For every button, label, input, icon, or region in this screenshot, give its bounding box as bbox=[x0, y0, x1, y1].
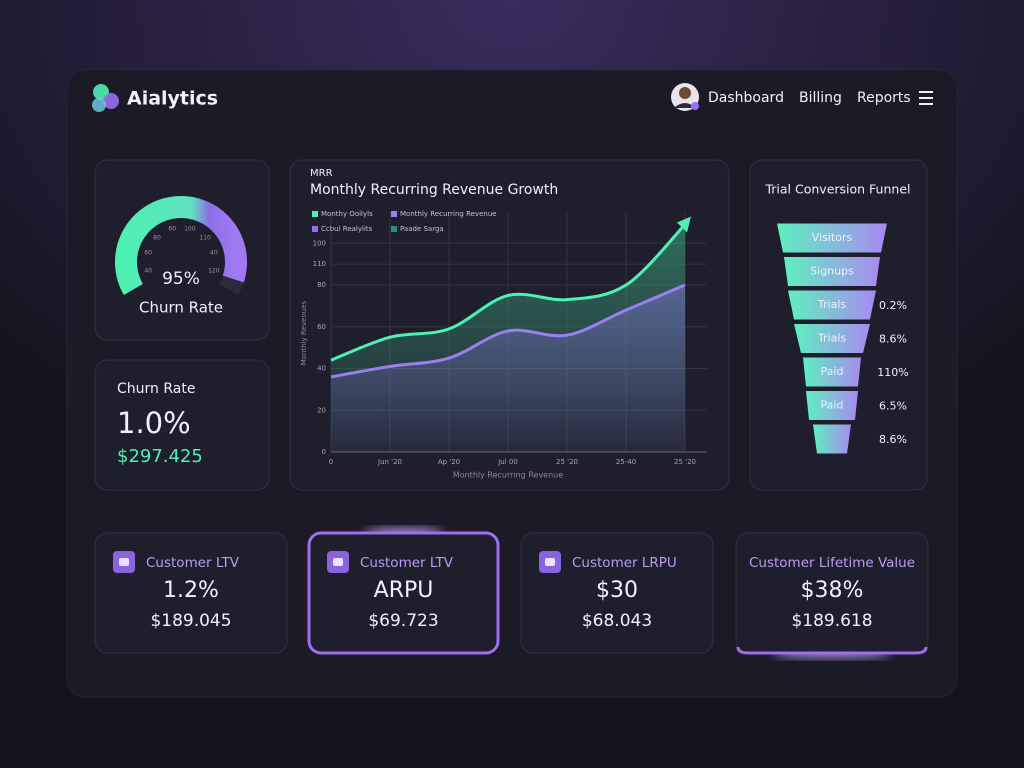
card-sub: $189.618 bbox=[791, 611, 872, 631]
funnel-stage bbox=[788, 290, 876, 320]
y-tick-label: 60 bbox=[317, 323, 326, 331]
card-value: ARPU bbox=[374, 578, 434, 603]
funnel-label: Signups bbox=[810, 265, 854, 278]
legend-label: Monthy Ooilyls bbox=[321, 210, 373, 218]
avatar-body bbox=[674, 103, 696, 108]
arrow-head bbox=[677, 216, 691, 233]
card-sub: $189.045 bbox=[150, 611, 231, 631]
funnel-label: Trials bbox=[817, 298, 846, 311]
funnel-pct: 8.6% bbox=[879, 433, 907, 446]
funnel-label: Trials bbox=[817, 332, 846, 345]
x-tick-label: 0 bbox=[329, 458, 333, 466]
churn-title: Churn Rate bbox=[117, 381, 195, 397]
nav-item[interactable]: Dashboard bbox=[708, 90, 784, 106]
legend-swatch bbox=[312, 211, 318, 217]
x-tick-label: Jun '20 bbox=[377, 458, 402, 466]
legend-swatch bbox=[312, 226, 318, 232]
funnel-pct: 6.5% bbox=[879, 400, 907, 413]
funnel-pct: 110% bbox=[877, 366, 908, 379]
card-value: $38% bbox=[801, 578, 864, 603]
y-tick-label: 0 bbox=[322, 448, 326, 456]
card bbox=[94, 532, 288, 654]
card-value: $30 bbox=[596, 578, 638, 603]
card-icon-glyph bbox=[333, 558, 343, 566]
logo bbox=[92, 84, 119, 112]
chart-title: Monthly Recurring Revenue Growth bbox=[310, 182, 558, 198]
funnel-stage bbox=[794, 324, 870, 353]
nav-item[interactable]: Billing bbox=[799, 90, 842, 106]
y-tick-label: 40 bbox=[317, 365, 326, 373]
funnel-label: Visitors bbox=[812, 231, 853, 244]
y-tick-label: 80 bbox=[317, 281, 326, 289]
funnel-stage bbox=[813, 424, 851, 454]
gauge-value: 95% bbox=[162, 269, 200, 289]
avatar-badge bbox=[691, 102, 699, 110]
nav-item[interactable]: Reports bbox=[857, 90, 911, 106]
card-value: 1.2% bbox=[163, 578, 219, 603]
gauge-tick-label: 110 bbox=[199, 234, 211, 241]
y-axis-label: Monthly Revenues bbox=[300, 300, 308, 365]
x-axis-label: Monthly Recurring Revenue bbox=[453, 471, 563, 480]
gauge-tick-label: 40 bbox=[144, 267, 152, 274]
legend-label: Ccbul Realylits bbox=[321, 225, 373, 233]
y-tick-label: 20 bbox=[317, 406, 326, 414]
funnel-label: Paid bbox=[821, 365, 844, 378]
gauge-tick-label: 60 bbox=[168, 226, 176, 233]
funnel-stage bbox=[784, 257, 880, 286]
funnel-pct: 8.6% bbox=[879, 333, 907, 346]
card-sub: $68.043 bbox=[582, 611, 652, 631]
gauge-title: Churn Rate bbox=[139, 299, 223, 317]
card-icon-glyph bbox=[545, 558, 555, 566]
y-tick-label: 110 bbox=[313, 260, 326, 268]
card-icon-glyph bbox=[119, 558, 129, 566]
card bbox=[307, 531, 500, 655]
menu-icon[interactable] bbox=[919, 91, 933, 105]
gauge-tick-label: 120 bbox=[208, 267, 220, 274]
y-tick-label: 100 bbox=[313, 239, 326, 247]
funnel-stage bbox=[803, 357, 861, 387]
card-underline bbox=[736, 646, 928, 655]
funnel-stage bbox=[777, 223, 887, 253]
x-tick-label: 25 '20 bbox=[556, 458, 578, 466]
card-title: Customer LTV bbox=[146, 555, 240, 571]
x-tick-label: 25 '20 bbox=[674, 458, 696, 466]
x-tick-label: Ap '20 bbox=[438, 458, 460, 466]
cards: Customer LTV 1.2% $189.045 Customer LTV ARPU… bbox=[94, 529, 929, 657]
funnel-stage bbox=[806, 391, 858, 420]
churn-sub: $297.425 bbox=[117, 446, 203, 467]
funnel-title: Trial Conversion Funnel bbox=[764, 182, 910, 197]
legend-label: Monthly Recurring Revenue bbox=[400, 210, 497, 218]
funnel-label: Paid bbox=[821, 399, 844, 412]
x-tick-label: 25-40 bbox=[616, 458, 636, 466]
gauge-tick-label: 100 bbox=[184, 226, 196, 233]
x-tick-label: Jul 00 bbox=[497, 458, 518, 466]
gauge-tick-label: 40 bbox=[210, 250, 218, 257]
card-title: Customer LTV bbox=[360, 555, 454, 571]
card-title: Customer LRPU bbox=[572, 555, 677, 571]
legend-swatch bbox=[391, 211, 397, 217]
funnel-pct: 0.2% bbox=[879, 299, 907, 312]
avatar-face bbox=[679, 87, 691, 99]
area bbox=[331, 285, 685, 452]
legend-label: Paade Sarga bbox=[400, 225, 444, 233]
line bbox=[330, 223, 687, 362]
gauge-arc bbox=[115, 196, 247, 295]
gauge-tick-label: 60 bbox=[144, 250, 152, 257]
churn-value: 1.0% bbox=[117, 406, 191, 440]
card-sub: $69.723 bbox=[368, 611, 438, 631]
chart-label: MRR bbox=[310, 168, 333, 179]
card bbox=[520, 532, 714, 654]
card-title: Customer Lifetime Value bbox=[749, 555, 915, 571]
brand: Aialytics bbox=[127, 88, 218, 110]
gauge-tick-label: 80 bbox=[153, 234, 161, 241]
line bbox=[330, 283, 686, 379]
legend-swatch bbox=[391, 226, 397, 232]
